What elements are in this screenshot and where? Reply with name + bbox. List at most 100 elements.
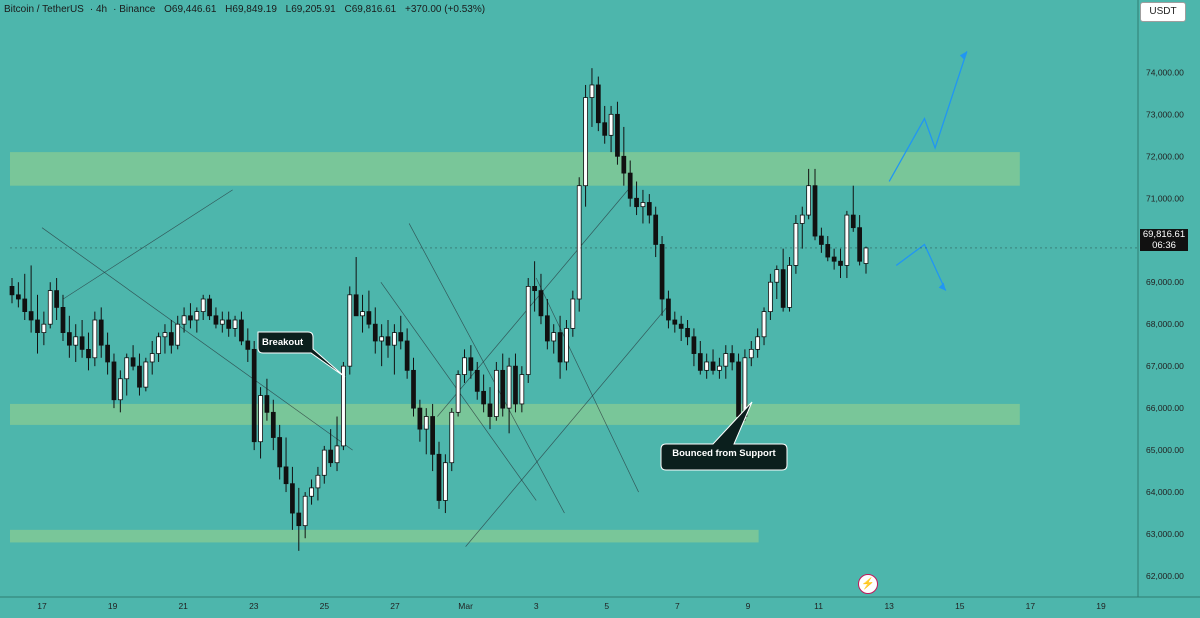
candle-body — [557, 332, 563, 363]
candle-body — [544, 315, 550, 342]
candle-body — [226, 319, 232, 329]
candle-body — [334, 445, 340, 464]
candle-body — [156, 336, 161, 354]
candle-body — [595, 84, 601, 124]
candle-body — [697, 353, 703, 371]
time-scale-label: 27 — [390, 601, 400, 611]
candle-body — [838, 260, 843, 266]
candle-body — [404, 340, 410, 371]
candle-body — [302, 495, 308, 527]
high-value: H69,849.19 — [225, 4, 277, 15]
time-scale-label: 17 — [37, 601, 47, 611]
candle-body — [385, 336, 391, 346]
price-scale-label: 62,000.00 — [1146, 571, 1184, 581]
low-value: L69,205.91 — [285, 4, 336, 15]
trend-line-5 — [535, 277, 639, 493]
candle-body — [162, 332, 168, 338]
candle-body — [9, 286, 15, 296]
candle-body — [576, 185, 582, 300]
candle-body — [92, 319, 98, 359]
candle-body — [487, 403, 493, 417]
candle-body — [251, 348, 257, 443]
candle-body — [780, 269, 786, 308]
candle-body — [704, 361, 710, 371]
trend-line-4 — [465, 302, 671, 547]
candle-body — [130, 357, 136, 367]
bullish-projection-line — [888, 51, 968, 182]
candle-body — [264, 395, 270, 413]
candle-body — [175, 323, 181, 346]
candle-body — [347, 294, 353, 367]
candle-body — [353, 294, 359, 317]
zone-resistance-0 — [10, 152, 1020, 186]
candle-body — [857, 227, 862, 262]
candle-body — [117, 378, 123, 401]
candle-body — [181, 315, 187, 325]
candle-body — [200, 298, 206, 312]
candle-body — [755, 336, 761, 350]
candle-body — [213, 315, 219, 325]
candle-body — [296, 512, 302, 527]
candle-body — [41, 323, 47, 333]
candle-body — [850, 214, 856, 229]
candle-body — [366, 311, 372, 325]
candle-body — [379, 336, 385, 342]
zone-support-1 — [10, 403, 1020, 425]
candle-body — [449, 411, 455, 464]
breakout-callout — [257, 331, 346, 378]
candle-body — [258, 395, 263, 443]
candle-body — [66, 332, 72, 346]
candle-body — [321, 449, 327, 476]
price-scale-label: 74,000.00 — [1146, 67, 1184, 77]
candle-body — [219, 319, 225, 325]
candle-body — [60, 307, 66, 333]
trend-line-0 — [41, 227, 353, 451]
candle-body — [194, 311, 200, 321]
candle-body — [659, 244, 665, 300]
candle-body — [570, 298, 576, 329]
candle-body — [774, 269, 780, 283]
price-scale-label: 64,000.00 — [1146, 487, 1184, 497]
candle-body — [411, 369, 416, 409]
candle-body — [137, 365, 142, 388]
candle-body — [28, 311, 34, 321]
candle-body — [615, 113, 620, 157]
lightning-bolt-icon[interactable]: ⚡ — [858, 574, 878, 594]
close-value: C69,816.61 — [344, 4, 397, 15]
candle-body — [392, 332, 397, 346]
time-scale-label: Mar — [458, 601, 473, 611]
candle-body — [844, 214, 850, 266]
candle-body — [768, 281, 773, 312]
candle-body — [793, 223, 799, 266]
price-scale-label: 66,000.00 — [1146, 403, 1184, 413]
candle-body — [360, 311, 365, 317]
candle-body — [761, 311, 767, 338]
change-value: +370.00 (+0.53%) — [405, 4, 486, 15]
price-scale-label: 73,000.00 — [1146, 109, 1184, 119]
currency-button[interactable]: USDT — [1140, 2, 1186, 22]
candle-body — [500, 369, 506, 409]
trend-line-2 — [408, 223, 565, 514]
candle-body — [47, 290, 53, 325]
candle-body — [474, 369, 480, 392]
candle-body — [239, 319, 244, 342]
breakout-label: Breakout — [262, 337, 304, 348]
candle-body — [831, 256, 837, 262]
interval-label: 4h — [95, 4, 108, 15]
candle-body — [328, 449, 334, 464]
candle-body — [717, 365, 722, 371]
candle-body — [640, 202, 646, 208]
candle-body — [685, 327, 690, 338]
time-scale-label: 15 — [955, 601, 965, 611]
candle-body — [468, 357, 474, 371]
price-scale-label: 71,000.00 — [1146, 193, 1184, 203]
candle-body — [79, 336, 85, 350]
time-scale-label: 3 — [534, 601, 539, 611]
candle-body — [111, 361, 117, 401]
candle-body — [806, 185, 812, 216]
price-scale-label: 68,000.00 — [1146, 319, 1184, 329]
candle-body — [143, 361, 149, 388]
candle-body — [149, 353, 155, 363]
projection-arrowhead — [959, 51, 967, 60]
